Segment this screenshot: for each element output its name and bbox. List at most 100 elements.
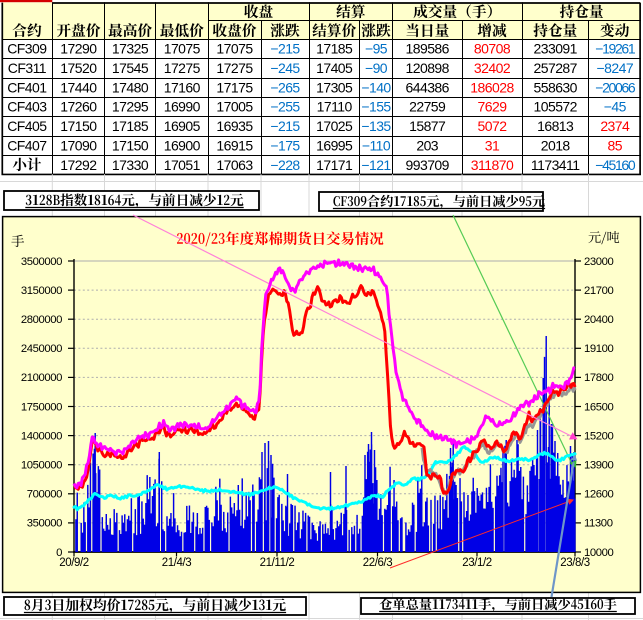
svg-text:−8247: −8247	[597, 60, 634, 76]
svg-text:−121: −121	[361, 157, 391, 173]
svg-text:16995: 16995	[316, 138, 353, 154]
svg-text:17305: 17305	[316, 80, 353, 96]
svg-text:20/9/2: 20/9/2	[59, 557, 89, 569]
svg-text:644386: 644386	[405, 80, 449, 96]
svg-text:12600: 12600	[584, 489, 614, 501]
svg-text:2100000: 2100000	[21, 372, 62, 384]
svg-text:22759: 22759	[409, 99, 446, 115]
svg-text:203: 203	[416, 138, 438, 154]
svg-text:17325: 17325	[112, 41, 149, 57]
svg-text:17150: 17150	[60, 118, 97, 134]
svg-text:85: 85	[608, 138, 623, 154]
svg-text:17290: 17290	[60, 41, 97, 57]
svg-text:1750000: 1750000	[21, 401, 62, 413]
svg-text:17185: 17185	[316, 41, 353, 57]
svg-text:−245: −245	[270, 60, 300, 76]
svg-text:17150: 17150	[112, 138, 149, 154]
svg-text:17275: 17275	[216, 60, 253, 76]
svg-text:15877: 15877	[409, 118, 446, 134]
svg-text:17171: 17171	[316, 157, 353, 173]
svg-text:17090: 17090	[60, 138, 97, 154]
svg-text:17440: 17440	[60, 80, 97, 96]
svg-text:21/11/2: 21/11/2	[260, 557, 295, 569]
svg-text:2450000: 2450000	[21, 343, 62, 355]
svg-text:15200: 15200	[584, 430, 614, 442]
svg-text:17025: 17025	[316, 118, 353, 134]
svg-text:CF403: CF403	[7, 99, 47, 115]
svg-text:17260: 17260	[60, 99, 97, 115]
svg-text:−45160: −45160	[595, 157, 636, 173]
svg-text:−135: −135	[361, 118, 391, 134]
svg-text:−155: −155	[361, 99, 391, 115]
svg-text:16990: 16990	[164, 99, 201, 115]
svg-text:−255: −255	[270, 99, 300, 115]
svg-text:−215: −215	[270, 118, 300, 134]
svg-text:17051: 17051	[164, 157, 201, 173]
svg-text:17063: 17063	[216, 157, 253, 173]
svg-text:23/8/3: 23/8/3	[560, 557, 590, 569]
svg-text:−215: −215	[270, 41, 300, 57]
svg-text:11300: 11300	[584, 518, 613, 530]
svg-text:311870: 311870	[471, 157, 514, 173]
svg-text:17275: 17275	[164, 60, 201, 76]
svg-text:257287: 257287	[533, 60, 577, 76]
svg-text:CF405: CF405	[7, 118, 47, 134]
svg-text:−110: −110	[362, 138, 391, 154]
svg-text:17185: 17185	[112, 118, 149, 134]
svg-text:558630: 558630	[533, 80, 577, 96]
svg-text:17175: 17175	[216, 80, 253, 96]
svg-text:2374: 2374	[600, 118, 630, 134]
svg-text:CF309: CF309	[7, 41, 47, 57]
svg-text:20400: 20400	[584, 314, 614, 326]
svg-text:−95: −95	[365, 41, 388, 57]
svg-text:CF401: CF401	[7, 80, 47, 96]
svg-text:16935: 16935	[216, 118, 253, 134]
svg-text:32402: 32402	[474, 60, 511, 76]
svg-text:−140: −140	[361, 80, 391, 96]
svg-text:17110: 17110	[317, 99, 353, 115]
svg-text:22/6/3: 22/6/3	[363, 557, 393, 569]
svg-text:17480: 17480	[112, 80, 149, 96]
svg-text:−20066: −20066	[595, 80, 636, 96]
svg-text:80708: 80708	[474, 41, 511, 57]
svg-text:3150000: 3150000	[21, 285, 62, 297]
svg-text:17295: 17295	[112, 99, 149, 115]
svg-text:7629: 7629	[478, 99, 508, 115]
svg-text:CF407: CF407	[7, 138, 47, 154]
svg-text:CF311: CF311	[8, 60, 47, 76]
svg-text:3500000: 3500000	[21, 256, 62, 268]
svg-text:−90: −90	[365, 60, 388, 76]
svg-text:31: 31	[485, 138, 500, 154]
svg-text:120898: 120898	[405, 60, 449, 76]
svg-text:0: 0	[56, 547, 62, 559]
svg-text:21/4/3: 21/4/3	[162, 557, 192, 569]
svg-text:23000: 23000	[584, 256, 614, 268]
svg-text:993709: 993709	[405, 157, 449, 173]
svg-text:−228: −228	[270, 157, 300, 173]
svg-text:17520: 17520	[60, 60, 97, 76]
svg-text:−45: −45	[604, 99, 627, 115]
svg-text:17075: 17075	[216, 41, 253, 57]
svg-text:21700: 21700	[584, 285, 614, 297]
svg-text:233091: 233091	[533, 41, 577, 57]
svg-text:−265: −265	[270, 80, 300, 96]
svg-text:13900: 13900	[584, 460, 614, 472]
svg-text:17160: 17160	[164, 80, 201, 96]
svg-text:17292: 17292	[60, 157, 97, 173]
svg-text:1050000: 1050000	[21, 460, 62, 472]
svg-text:1400000: 1400000	[21, 430, 62, 442]
svg-text:17800: 17800	[584, 372, 614, 384]
svg-text:16813: 16813	[537, 118, 574, 134]
svg-text:10000: 10000	[584, 547, 614, 559]
svg-text:700000: 700000	[27, 489, 62, 501]
svg-text:105572: 105572	[533, 99, 577, 115]
svg-text:17545: 17545	[112, 60, 149, 76]
svg-text:2800000: 2800000	[21, 314, 62, 326]
svg-text:16915: 16915	[216, 138, 253, 154]
svg-text:186028: 186028	[470, 80, 514, 96]
svg-text:17405: 17405	[316, 60, 353, 76]
svg-text:5072: 5072	[478, 118, 508, 134]
svg-text:17075: 17075	[164, 41, 201, 57]
svg-text:16905: 16905	[164, 118, 201, 134]
svg-text:16500: 16500	[584, 401, 614, 413]
